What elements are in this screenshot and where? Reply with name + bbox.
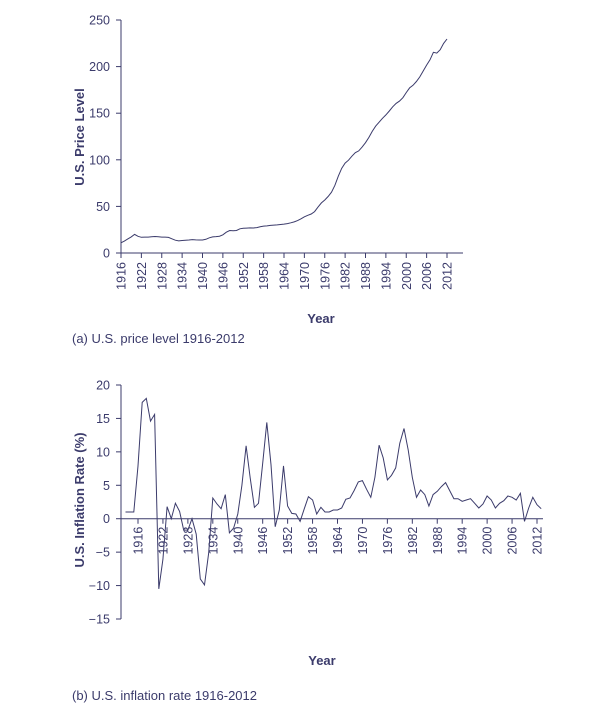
inflation-x-tick-label: 1952 — [281, 527, 295, 555]
inflation-x-tick-label: 1994 — [456, 527, 470, 555]
inflation-caption: (b) U.S. inflation rate 1916-2012 — [72, 688, 257, 703]
price-level-y-ticks: 0 50 100 150 200 250 — [89, 14, 121, 261]
price-level-x-tick-label: 1964 — [278, 262, 292, 290]
price-level-x-tick-label: 2006 — [420, 262, 434, 290]
inflation-y-tick-label: 0 — [103, 512, 110, 526]
inflation-x-tick-label: 1982 — [406, 527, 420, 555]
inflation-x-tick-label: 1916 — [132, 527, 146, 555]
price-level-x-tick-label: 1928 — [155, 262, 169, 290]
inflation-x-tick-label: 1970 — [356, 527, 370, 555]
price-level-y-tick-label: 150 — [89, 107, 110, 121]
price-level-x-tick-label: 1916 — [115, 262, 129, 290]
price-level-y-tick-label: 200 — [89, 60, 110, 74]
inflation-x-tick-label: 1922 — [156, 527, 170, 555]
inflation-x-tick-label: 1988 — [431, 527, 445, 555]
price-level-y-axis-title: U.S. Price Level — [72, 88, 87, 186]
inflation-x-tick-label: 1928 — [181, 527, 195, 555]
inflation-x-tick-label: 2000 — [481, 527, 495, 555]
price-level-x-tick-label: 1970 — [298, 262, 312, 290]
price-level-x-tick-label: 1940 — [196, 262, 210, 290]
price-level-chart: 0 50 100 150 200 250 1916 1922 1928 1934 1940 1946… — [72, 14, 463, 346]
inflation-y-ticks: −15 −10 −5 0 5 10 15 20 — [89, 379, 121, 627]
inflation-x-tick-label: 2012 — [531, 527, 545, 555]
price-level-x-tick-label: 1994 — [379, 262, 393, 290]
inflation-y-tick-label: 10 — [96, 445, 110, 459]
inflation-x-axis-title: Year — [308, 653, 335, 668]
price-level-x-tick-label: 2000 — [400, 262, 414, 290]
inflation-y-tick-label: 15 — [96, 412, 110, 426]
inflation-y-tick-label: −10 — [89, 579, 110, 593]
inflation-x-tick-label: 2006 — [506, 527, 520, 555]
inflation-y-tick-label: −5 — [96, 546, 110, 560]
price-level-y-tick-label: 0 — [103, 247, 110, 261]
inflation-y-axis-title: U.S. Inflation Rate (%) — [72, 432, 87, 567]
inflation-y-tick-label: 5 — [103, 479, 110, 493]
inflation-x-tick-label: 1940 — [231, 527, 245, 555]
price-level-x-tick-label: 1988 — [359, 262, 373, 290]
price-level-x-tick-label: 1934 — [176, 262, 190, 290]
price-level-x-tick-label: 1982 — [339, 262, 353, 290]
price-level-caption: (a) U.S. price level 1916-2012 — [72, 331, 245, 346]
inflation-x-tick-label: 1958 — [306, 527, 320, 555]
price-level-x-ticks: 1916 1922 1928 1934 1940 1946 1952 1958 1964 1970… — [115, 253, 455, 290]
inflation-x-ticks: 1916 1922 1928 1934 1940 1946 1952 1958 1964 1970… — [132, 518, 545, 555]
price-level-x-tick-label: 1958 — [257, 262, 271, 290]
price-level-y-tick-label: 50 — [96, 200, 110, 214]
price-level-y-tick-label: 100 — [89, 153, 110, 167]
inflation-x-tick-label: 1964 — [331, 527, 345, 555]
inflation-y-tick-label: −15 — [89, 613, 110, 627]
price-level-x-tick-label: 1952 — [237, 262, 251, 290]
price-level-x-tick-label: 2012 — [441, 262, 455, 290]
inflation-x-tick-label: 1976 — [381, 527, 395, 555]
price-level-y-tick-label: 250 — [89, 14, 110, 28]
price-level-x-tick-label: 1922 — [135, 262, 149, 290]
inflation-x-tick-label: 1946 — [256, 527, 270, 555]
price-level-series-line — [120, 38, 448, 244]
price-level-x-tick-label: 1946 — [216, 262, 230, 290]
inflation-series-line — [125, 397, 542, 589]
inflation-y-tick-label: 20 — [96, 379, 110, 393]
price-level-x-axis-title: Year — [307, 311, 334, 326]
price-level-x-tick-label: 1976 — [318, 262, 332, 290]
